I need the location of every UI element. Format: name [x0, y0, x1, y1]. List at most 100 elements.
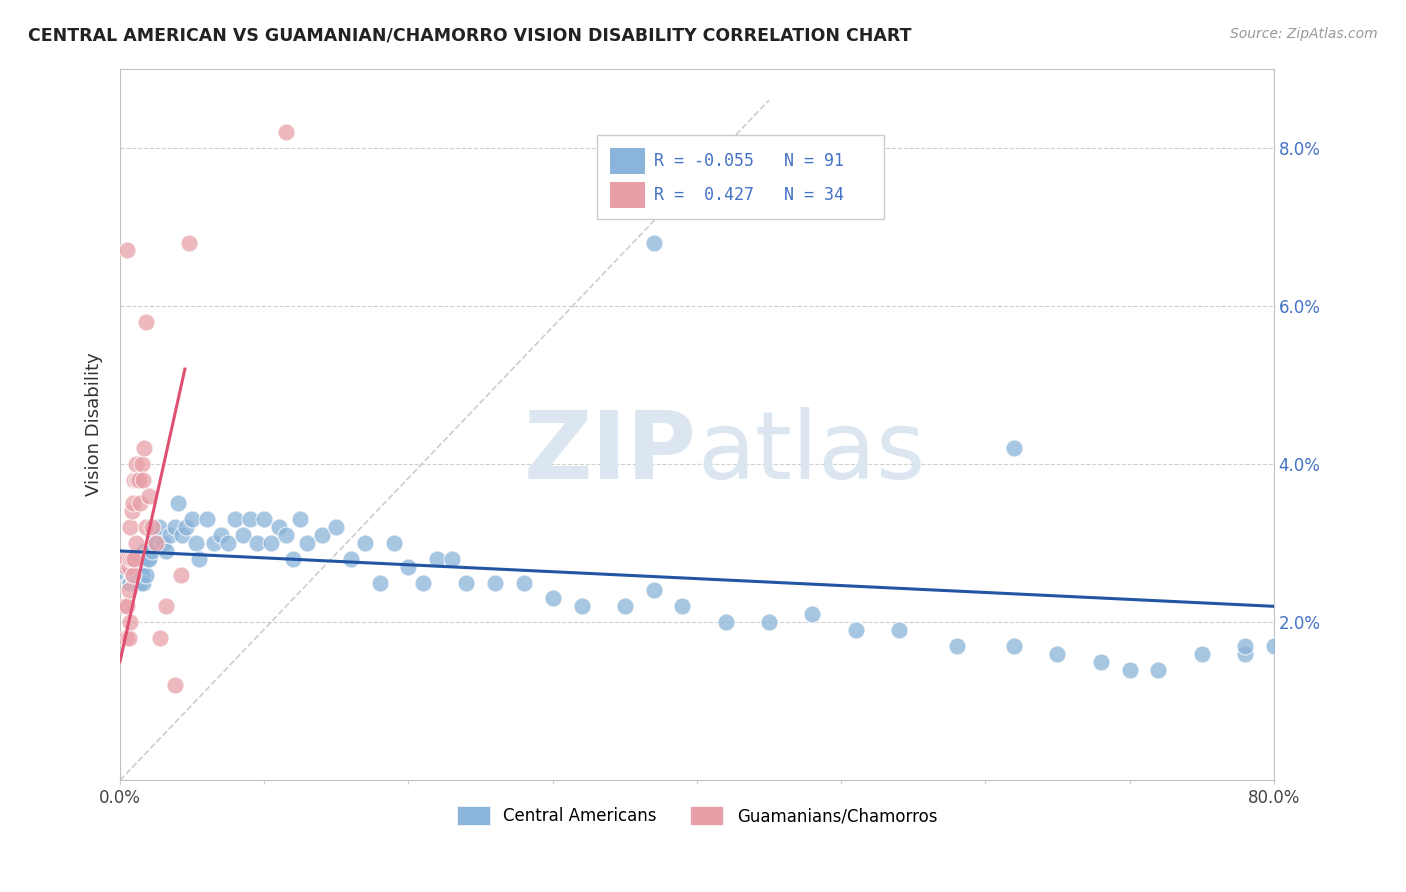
- Point: [1191, 647, 1213, 661]
- Point: [163, 678, 186, 692]
- Point: [1147, 663, 1170, 677]
- Point: [714, 615, 737, 629]
- Point: [134, 544, 156, 558]
- Point: [339, 552, 361, 566]
- Point: [149, 631, 172, 645]
- Point: [945, 639, 967, 653]
- Point: [671, 599, 693, 614]
- Point: [141, 520, 163, 534]
- Point: [188, 552, 211, 566]
- FancyBboxPatch shape: [610, 148, 645, 174]
- Point: [135, 520, 157, 534]
- Point: [132, 552, 155, 566]
- Point: [484, 575, 506, 590]
- Point: [120, 552, 142, 566]
- Point: [112, 599, 135, 614]
- Point: [122, 567, 145, 582]
- Point: [281, 552, 304, 566]
- Point: [159, 528, 181, 542]
- Point: [131, 457, 153, 471]
- Point: [246, 536, 269, 550]
- Text: R = -0.055   N = 91: R = -0.055 N = 91: [654, 152, 844, 170]
- Point: [513, 575, 536, 590]
- Point: [1233, 647, 1256, 661]
- Point: [267, 520, 290, 534]
- Text: atlas: atlas: [697, 407, 925, 499]
- Point: [202, 536, 225, 550]
- Point: [112, 552, 135, 566]
- FancyBboxPatch shape: [610, 182, 645, 208]
- Point: [224, 512, 246, 526]
- Point: [125, 567, 148, 582]
- Point: [120, 559, 142, 574]
- Point: [456, 575, 478, 590]
- Point: [426, 552, 449, 566]
- Point: [127, 575, 149, 590]
- Point: [148, 520, 170, 534]
- Point: [128, 552, 150, 566]
- Point: [138, 552, 160, 566]
- Point: [274, 528, 297, 542]
- Point: [121, 504, 143, 518]
- Point: [1263, 639, 1285, 653]
- Point: [135, 567, 157, 582]
- Point: [121, 552, 143, 566]
- Text: CENTRAL AMERICAN VS GUAMANIAN/CHAMORRO VISION DISABILITY CORRELATION CHART: CENTRAL AMERICAN VS GUAMANIAN/CHAMORRO V…: [28, 27, 911, 45]
- Point: [129, 496, 152, 510]
- Point: [801, 607, 824, 622]
- Point: [124, 552, 146, 566]
- Point: [134, 441, 156, 455]
- Point: [114, 559, 136, 574]
- Point: [155, 599, 177, 614]
- Point: [396, 559, 419, 574]
- Point: [166, 496, 188, 510]
- Point: [217, 536, 239, 550]
- Point: [195, 512, 218, 526]
- Point: [613, 599, 636, 614]
- Point: [135, 315, 157, 329]
- Point: [115, 552, 138, 566]
- Point: [117, 583, 139, 598]
- Point: [758, 615, 780, 629]
- Point: [127, 559, 149, 574]
- Point: [260, 536, 283, 550]
- Point: [643, 583, 665, 598]
- Point: [131, 567, 153, 582]
- Point: [290, 512, 312, 526]
- Y-axis label: Vision Disability: Vision Disability: [86, 352, 103, 496]
- Point: [120, 520, 142, 534]
- Point: [121, 552, 143, 566]
- Point: [368, 575, 391, 590]
- Point: [152, 536, 174, 550]
- Point: [1046, 647, 1069, 661]
- Point: [120, 575, 142, 590]
- Point: [253, 512, 276, 526]
- Point: [132, 473, 155, 487]
- Point: [887, 623, 910, 637]
- Text: Source: ZipAtlas.com: Source: ZipAtlas.com: [1230, 27, 1378, 41]
- Point: [170, 528, 193, 542]
- Point: [138, 489, 160, 503]
- Point: [127, 473, 149, 487]
- Point: [845, 623, 868, 637]
- Point: [115, 559, 138, 574]
- Point: [325, 520, 347, 534]
- Point: [239, 512, 262, 526]
- Point: [179, 235, 201, 250]
- Point: [382, 536, 405, 550]
- Point: [163, 520, 186, 534]
- Point: [145, 536, 167, 550]
- Point: [181, 512, 204, 526]
- Point: [132, 575, 155, 590]
- Point: [128, 559, 150, 574]
- Point: [115, 599, 138, 614]
- Point: [209, 528, 232, 542]
- Legend: Central Americans, Guamanians/Chamorros: Central Americans, Guamanians/Chamorros: [457, 806, 938, 825]
- Point: [112, 552, 135, 566]
- Point: [129, 575, 152, 590]
- Point: [1090, 655, 1112, 669]
- Point: [124, 552, 146, 566]
- Point: [1118, 663, 1140, 677]
- Point: [115, 567, 138, 582]
- Point: [311, 528, 333, 542]
